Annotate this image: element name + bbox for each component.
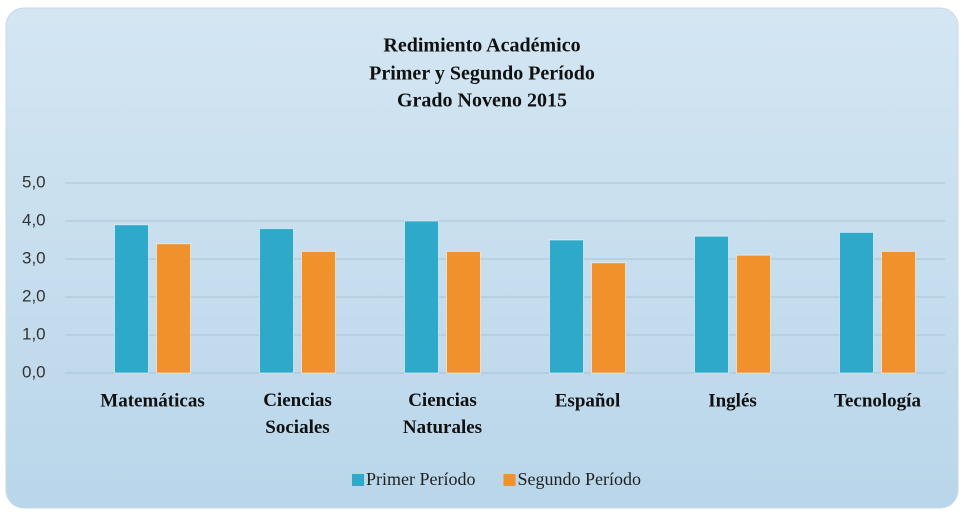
y-tick-label: 4,0 bbox=[22, 210, 46, 229]
legend-swatch bbox=[503, 474, 516, 486]
chart-panel bbox=[5, 7, 959, 509]
bar bbox=[694, 235, 729, 374]
x-tick-label: Inglés bbox=[708, 390, 757, 411]
bar bbox=[404, 220, 439, 374]
x-tick-label: Ciencias Sociales bbox=[263, 390, 332, 438]
y-tick-label: 5,0 bbox=[22, 172, 46, 191]
y-tick-label: 2,0 bbox=[22, 286, 46, 305]
x-tick-label: Ciencias Naturales bbox=[403, 390, 482, 438]
bar bbox=[736, 254, 771, 374]
y-tick-label: 1,0 bbox=[22, 324, 46, 343]
bar bbox=[591, 262, 626, 374]
legend-swatch bbox=[352, 474, 364, 486]
bar bbox=[156, 243, 191, 374]
legend-label: Primer Período bbox=[366, 469, 476, 489]
bar bbox=[259, 228, 294, 374]
x-tick-label: Tecnología bbox=[834, 390, 921, 411]
bar bbox=[881, 250, 916, 374]
bar bbox=[301, 250, 336, 374]
chart-title: Primer y Segundo Período bbox=[369, 63, 595, 85]
legend-label: Segundo Período bbox=[518, 469, 642, 489]
x-tick-label: Español bbox=[555, 390, 620, 411]
bar bbox=[549, 239, 584, 374]
bar bbox=[839, 231, 874, 374]
chart-title: Grado Noveno 2015 bbox=[397, 90, 567, 112]
x-tick-label: Matemáticas bbox=[100, 390, 204, 411]
y-tick-label: 0,0 bbox=[22, 362, 46, 381]
bar bbox=[446, 250, 481, 374]
bar bbox=[114, 224, 149, 374]
y-tick-label: 3,0 bbox=[22, 248, 46, 267]
chart-title: Redimiento Académico bbox=[383, 35, 580, 57]
